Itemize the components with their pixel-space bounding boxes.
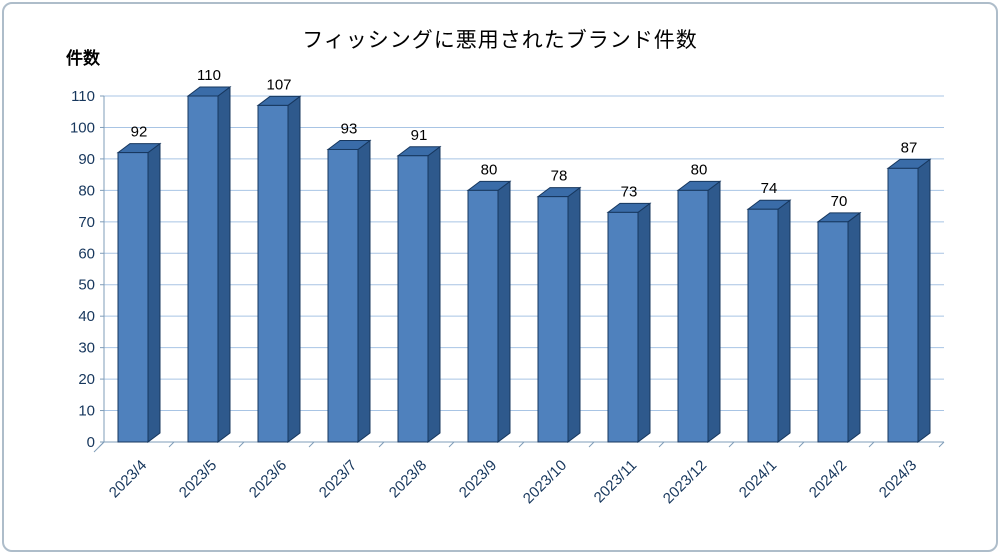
bar-side-face [708, 181, 720, 442]
x-tick-label: 2023/11 [591, 457, 641, 507]
bar-side-face [568, 188, 580, 442]
x-axis-tick [519, 442, 524, 447]
bar-side-face [288, 96, 300, 442]
x-axis-tick [99, 442, 104, 447]
bar-value-label: 87 [901, 139, 918, 156]
y-tick-label: 110 [71, 88, 95, 105]
bar-value-label: 110 [197, 67, 221, 84]
bar-value-label: 70 [831, 193, 848, 210]
x-axis-tick [589, 442, 594, 447]
bar-value-label: 73 [621, 183, 638, 200]
x-axis-tick [729, 442, 734, 447]
bar-side-face [778, 200, 790, 442]
x-tick-label: 2023/6 [246, 457, 290, 501]
y-tick-label: 40 [78, 308, 95, 325]
bar-value-label: 80 [481, 161, 498, 178]
bar-side-face [218, 87, 230, 442]
bar [398, 156, 428, 442]
x-axis-tick [659, 442, 664, 447]
bar [818, 222, 848, 442]
x-tick-label: 2023/8 [386, 457, 430, 501]
bar [188, 96, 218, 442]
x-tick-label: 2023/10 [520, 457, 570, 507]
y-tick-label: 70 [78, 214, 95, 231]
x-tick-label: 2023/12 [660, 457, 710, 507]
bar-side-face [918, 159, 930, 442]
bar-side-face [638, 203, 650, 442]
bar [678, 190, 708, 442]
y-tick-label: 20 [78, 371, 95, 388]
bar-side-face [148, 144, 160, 442]
bar-value-label: 107 [266, 76, 291, 93]
bar [748, 209, 778, 442]
bar [538, 197, 568, 442]
x-tick-label: 2023/5 [176, 457, 220, 501]
bar-side-face [428, 147, 440, 442]
x-axis-tick [799, 442, 804, 447]
x-axis-tick [169, 442, 174, 447]
bar-value-label: 80 [691, 161, 708, 178]
x-tick-label: 2023/4 [106, 457, 150, 501]
y-tick-label: 100 [70, 119, 95, 136]
x-axis-tick [239, 442, 244, 447]
y-tick-label: 30 [78, 340, 95, 357]
x-tick-label: 2023/7 [316, 457, 360, 501]
bar [258, 105, 288, 442]
bar-value-label: 91 [411, 127, 428, 144]
x-axis-tick [309, 442, 314, 447]
x-axis-tick [869, 442, 874, 447]
bar-side-face [498, 181, 510, 442]
y-tick-label: 90 [78, 151, 95, 168]
x-tick-label: 2024/1 [736, 457, 780, 501]
bar [608, 212, 638, 442]
y-tick-label: 10 [78, 403, 95, 420]
x-tick-label: 2024/2 [806, 457, 850, 501]
bar-side-face [358, 140, 370, 442]
y-tick-label: 50 [78, 277, 95, 294]
x-axis-tick [939, 442, 944, 447]
x-axis-tick [449, 442, 454, 447]
x-axis-tick [379, 442, 384, 447]
bar-value-label: 93 [341, 120, 358, 137]
bar-value-label: 74 [761, 180, 778, 197]
x-tick-label: 2024/3 [876, 457, 920, 501]
bar-side-face [848, 213, 860, 442]
x-tick-label: 2023/9 [456, 457, 500, 501]
y-tick-label: 80 [78, 182, 95, 199]
bar-value-label: 92 [131, 124, 148, 141]
bar [888, 168, 918, 442]
y-tick-label: 0 [87, 434, 95, 451]
bar-chart: 0 10 20 30 40 50 60 70 80 90 100 110 92 2023/4 110 2023… [4, 4, 1000, 558]
bar-value-label: 78 [551, 168, 568, 185]
bar [118, 153, 148, 442]
y-tick-label: 60 [78, 245, 95, 262]
bar [468, 190, 498, 442]
bar [328, 149, 358, 442]
